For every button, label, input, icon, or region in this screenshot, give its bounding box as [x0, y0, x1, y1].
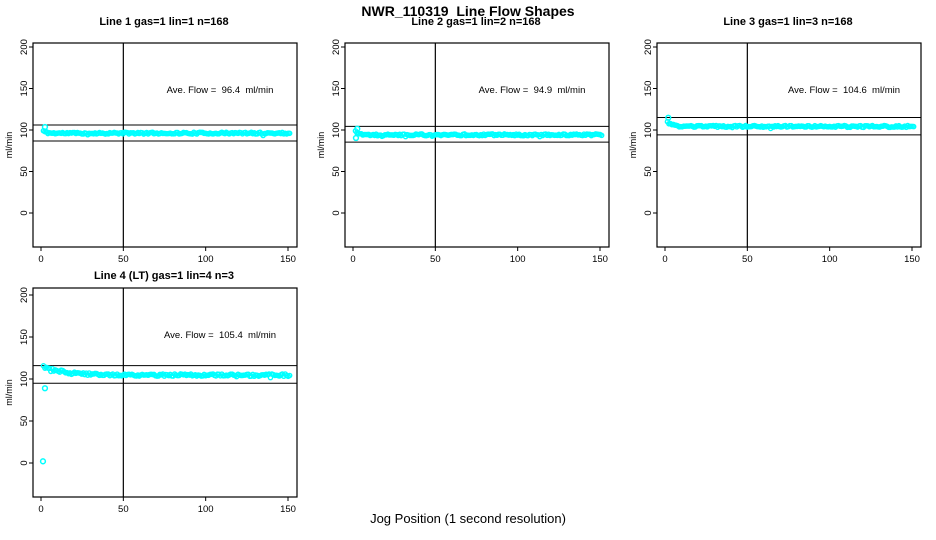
y-tick-label: 200	[643, 39, 654, 55]
x-tick-label: 150	[280, 504, 296, 515]
x-tick-label: 150	[904, 254, 920, 265]
y-tick-label: 100	[331, 122, 342, 138]
y-tick-label: 200	[331, 39, 342, 55]
x-tick-label: 50	[430, 254, 441, 265]
plot-box	[344, 42, 610, 248]
y-tick-label: 50	[643, 166, 654, 177]
x-tick-label: 50	[118, 504, 129, 515]
y-axis-label: ml/min	[4, 132, 14, 159]
y-tick-label: 150	[19, 329, 30, 345]
y-tick-label: 100	[19, 371, 30, 387]
x-tick-label: 100	[510, 254, 526, 265]
y-tick-label: 100	[19, 122, 30, 138]
y-axis-label: ml/min	[4, 379, 14, 406]
panel-title-line-2: Line 2 gas=1 lin=2 n=168	[411, 16, 541, 28]
ave-flow-annotation-line-2: Ave. Flow = 94.9 ml/min	[478, 85, 586, 96]
panel-title-line-1: Line 1 gas=1 lin=1 n=168	[99, 16, 229, 28]
panel-line-3: 0 50 100 150 0 50 100 150 200 ml/min Line 3 gas=1…	[624, 0, 936, 270]
y-tick-label: 150	[19, 81, 30, 97]
panel-title-line-4: Line 4 (LT) gas=1 lin=4 n=3	[93, 270, 235, 282]
plot-box	[32, 42, 298, 248]
y-axis-label: ml/min	[316, 132, 326, 159]
main-title: NWR_110319 Line Flow Shapes	[361, 3, 575, 19]
data-point	[286, 372, 293, 379]
x-tick-label: 0	[38, 504, 43, 515]
x-tick-label: 50	[118, 254, 129, 265]
ave-flow-annotation-line-4: Ave. Flow = 105.4 ml/min	[163, 330, 277, 341]
panel-line-4: 0 50 100 150 0 50 100 150 200 ml/min Line 4 (LT) …	[0, 270, 312, 540]
x-tick-label: 150	[280, 254, 296, 265]
y-tick-label: 150	[331, 81, 342, 97]
x-axis-title: Jog Position (1 second resolution)	[370, 511, 566, 526]
outlier-point	[39, 458, 47, 465]
x-tick-label: 100	[822, 254, 838, 265]
x-tick-label: 100	[198, 254, 214, 265]
panel-title-line-3: Line 3 gas=1 lin=3 n=168	[723, 16, 853, 28]
plot-box	[32, 287, 298, 498]
x-tick-label: 0	[662, 254, 667, 265]
ave-flow-annotation-line-1: Ave. Flow = 96.4 ml/min	[166, 85, 274, 96]
y-axis-label: ml/min	[628, 132, 638, 159]
outlier-point	[41, 123, 49, 131]
outlier-point	[41, 385, 49, 392]
line-2-scatter-plot: 0 50 100 150 0 50 100 150 200 ml/min	[316, 39, 610, 265]
y-tick-label: 200	[19, 287, 30, 303]
outlier-point	[665, 114, 672, 121]
data-point	[286, 130, 293, 137]
y-tick-label: 0	[19, 460, 30, 465]
y-tick-label: 200	[19, 39, 30, 55]
x-tick-label: 150	[592, 254, 608, 265]
x-tick-label: 100	[198, 504, 214, 515]
line-4-scatter-plot: 0 50 100 150 0 50 100 150 200 ml/min	[4, 287, 298, 515]
data-point	[910, 123, 917, 130]
outlier-point	[354, 125, 361, 132]
x-tick-label: 0	[350, 254, 355, 265]
plot-box	[656, 42, 922, 248]
line-1-scatter-plot: 0 50 100 150 0 50 100 150 200 ml/min	[4, 39, 298, 265]
y-tick-label: 50	[331, 166, 342, 177]
y-tick-label: 50	[19, 166, 30, 177]
y-tick-label: 150	[643, 81, 654, 97]
y-tick-label: 0	[331, 210, 342, 215]
panel-line-2: 0 50 100 150 0 50 100 150 200 ml/min Line 2 gas=1…	[312, 0, 624, 270]
x-tick-label: 50	[742, 254, 753, 265]
y-tick-label: 0	[19, 210, 30, 215]
outlier-point	[352, 134, 360, 142]
line-3-scatter-plot: 0 50 100 150 0 50 100 150 200 ml/min	[628, 39, 922, 265]
y-tick-label: 0	[643, 210, 654, 215]
y-tick-label: 50	[19, 416, 30, 427]
panel-line-1: 0 50 100 150 0 50 100 150 200 ml/min Line 1 gas=1…	[0, 0, 312, 270]
x-tick-label: 0	[38, 254, 43, 265]
data-point	[598, 132, 605, 139]
y-tick-label: 100	[643, 122, 654, 138]
ave-flow-annotation-line-3: Ave. Flow = 104.6 ml/min	[787, 85, 901, 96]
